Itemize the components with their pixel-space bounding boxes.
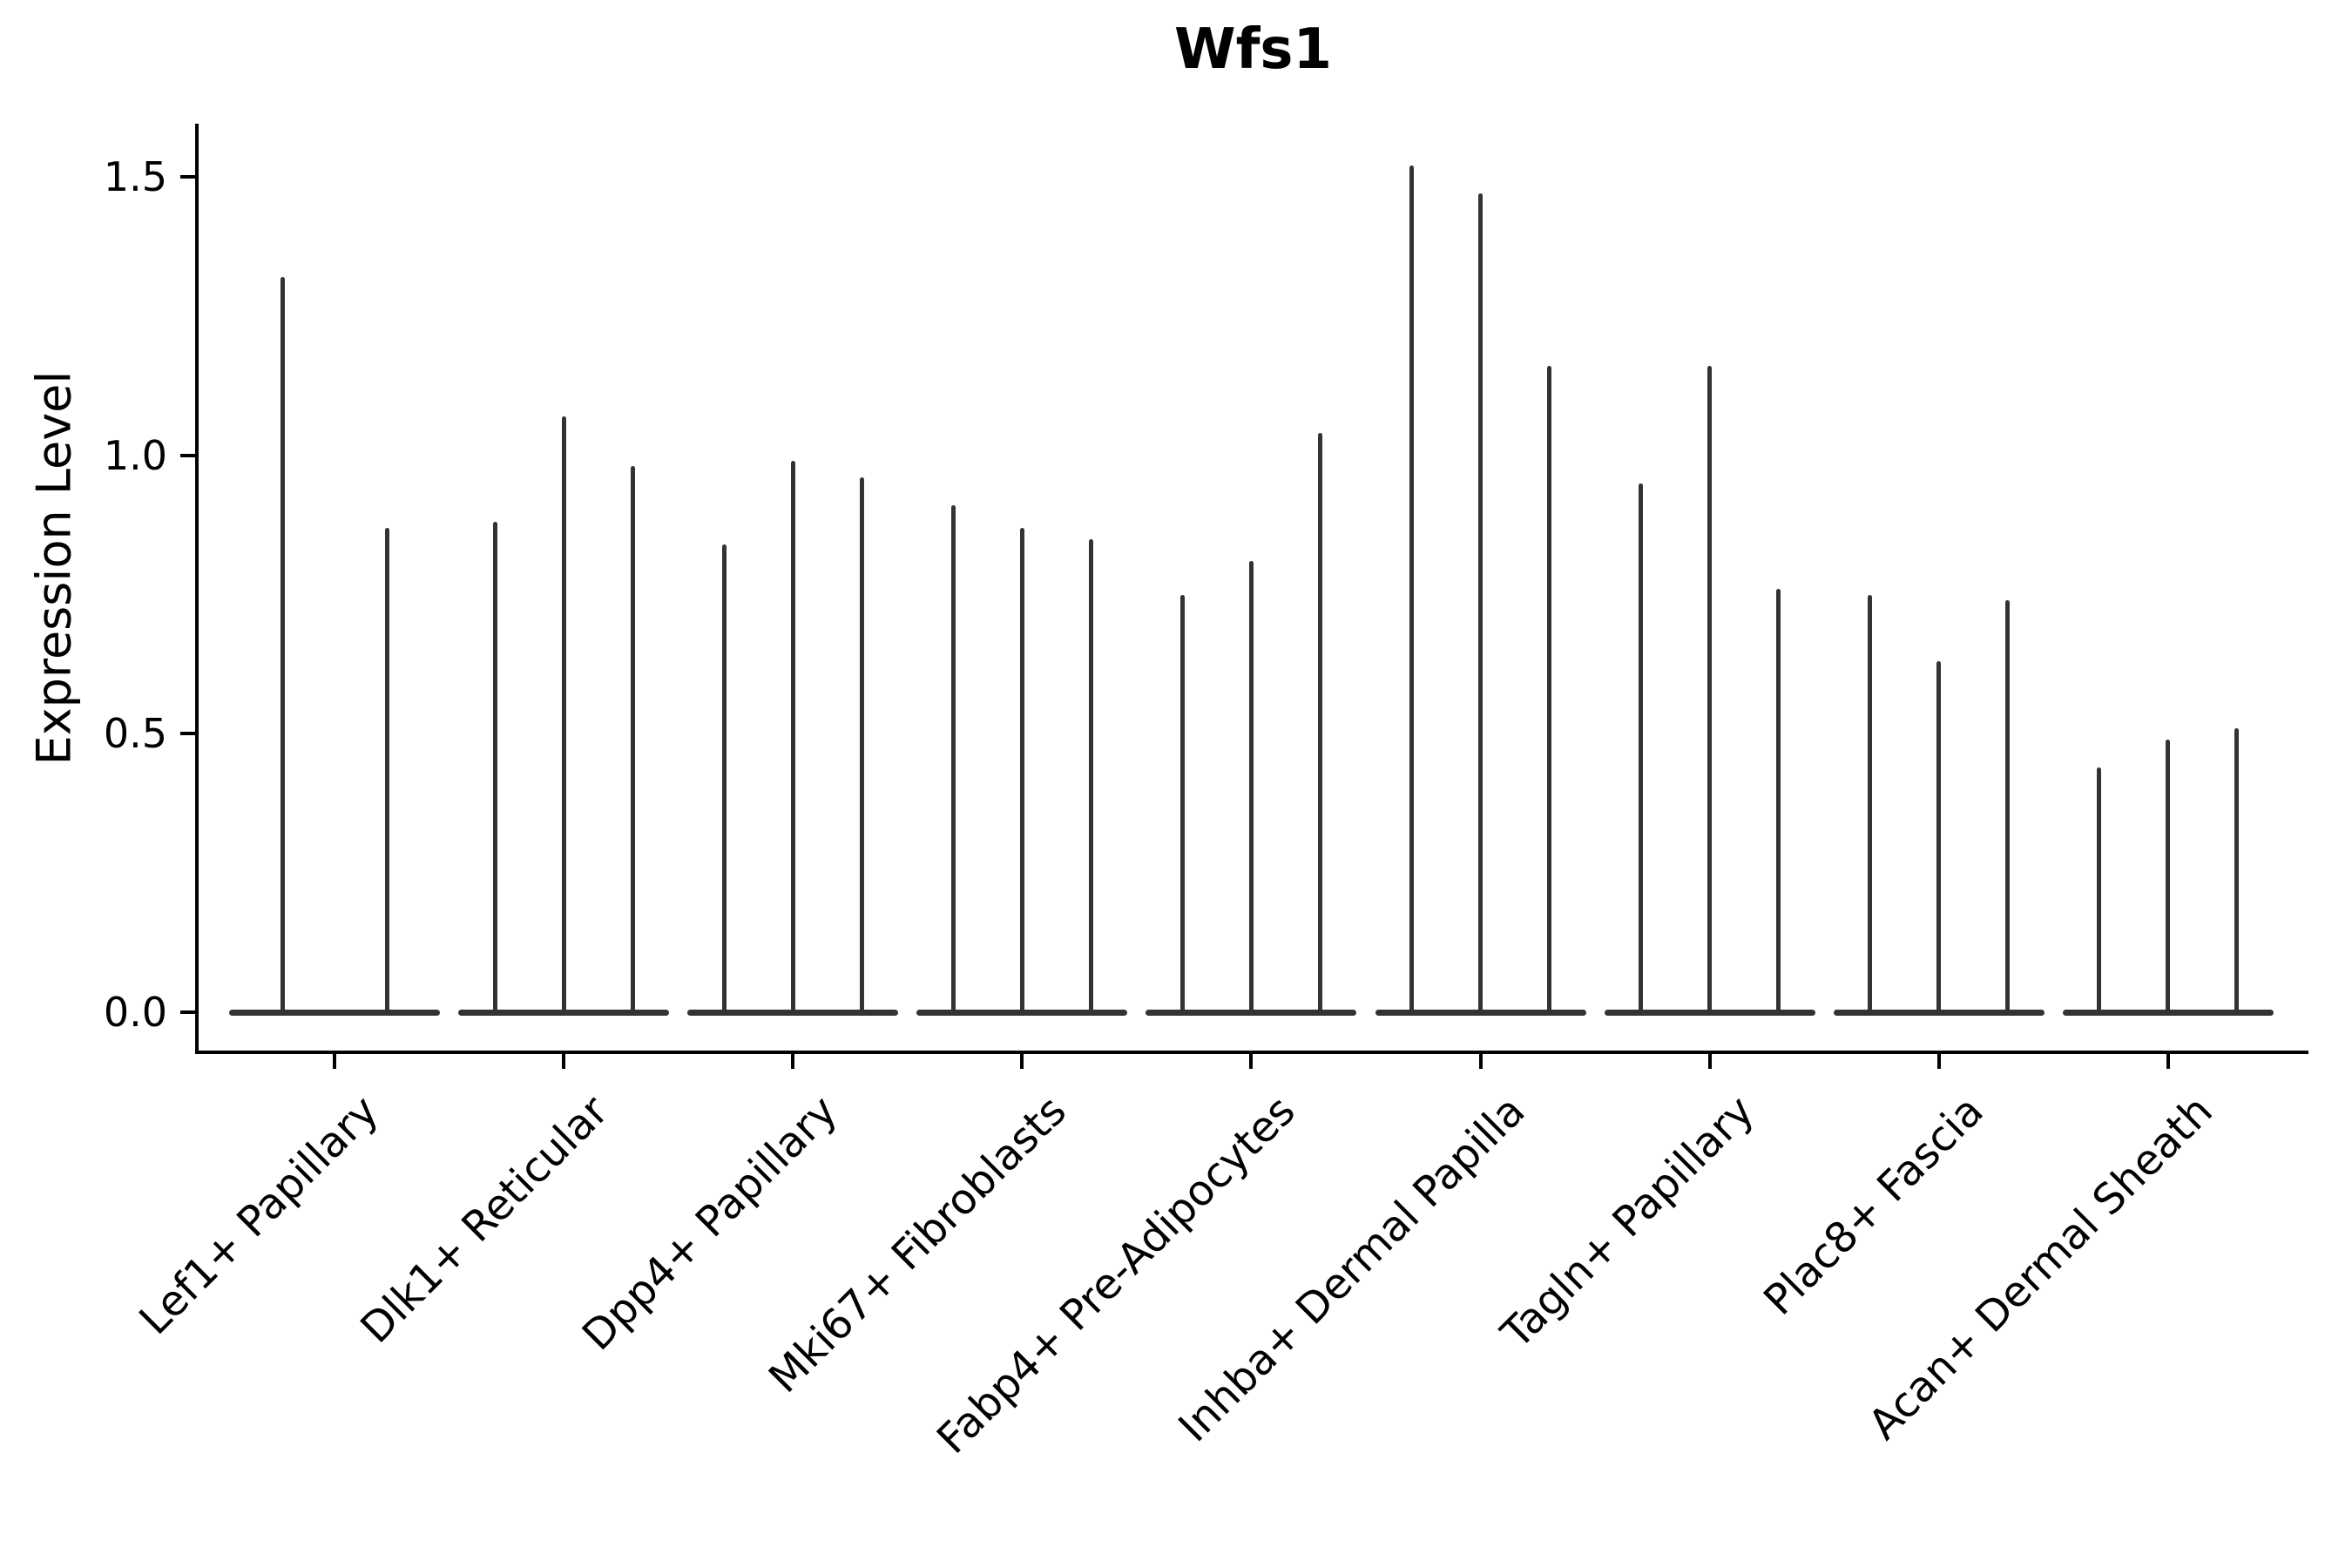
violin (859, 477, 864, 1014)
x-tick-mark (562, 1054, 566, 1069)
violin (280, 277, 285, 1014)
y-tick-label: 1.5 (103, 153, 167, 201)
x-tick-mark (791, 1054, 795, 1069)
y-tick-mark (180, 175, 195, 179)
violin (1088, 538, 1093, 1014)
violin (1409, 166, 1414, 1014)
violin (492, 522, 497, 1014)
x-tick-mark (333, 1054, 336, 1069)
violin (1776, 589, 1781, 1014)
violin (384, 527, 389, 1014)
violin (1707, 366, 1713, 1014)
x-tick-label: Dpp4+ Papillary (572, 1086, 847, 1361)
violin (1478, 193, 1483, 1014)
y-axis-label: Expression Level (26, 370, 82, 766)
violin (1179, 594, 1185, 1014)
violin (1868, 594, 1873, 1014)
x-tick-mark (1249, 1054, 1254, 1069)
x-tick-label: Plac8+ Fascia (1754, 1086, 1993, 1325)
violin (1317, 433, 1322, 1014)
y-tick-label: 1.0 (103, 431, 167, 479)
chart-title: Wfs1 (1173, 17, 1333, 82)
violin (1936, 661, 1942, 1014)
violin (2166, 739, 2171, 1014)
y-axis-spine (195, 124, 199, 1054)
violin (790, 461, 795, 1014)
y-tick-mark (180, 1010, 195, 1014)
y-tick-mark (180, 453, 195, 457)
x-tick-mark (2166, 1054, 2170, 1069)
violin (630, 466, 635, 1014)
violin (2097, 767, 2102, 1014)
x-axis-spine (195, 1051, 2308, 1054)
x-tick-mark (1020, 1054, 1024, 1069)
violin (2005, 599, 2011, 1014)
violin (721, 544, 727, 1014)
x-tick-mark (1936, 1054, 1941, 1069)
violin (561, 416, 566, 1014)
x-tick-mark (1707, 1054, 1712, 1069)
x-tick-label: Tagln+ Papillary (1491, 1086, 1764, 1358)
violin (950, 505, 956, 1014)
x-tick-label: Lef1+ Papillary (130, 1086, 389, 1345)
violin (1639, 483, 1644, 1014)
violin-base (229, 1010, 440, 1016)
y-tick-mark (180, 732, 195, 736)
y-tick-label: 0.5 (103, 710, 167, 758)
violin (1248, 561, 1254, 1014)
x-tick-mark (1478, 1054, 1483, 1069)
x-tick-label: Dlk1+ Reticular (351, 1086, 618, 1353)
violin (1019, 527, 1024, 1014)
violin (2234, 727, 2240, 1014)
violin (1547, 366, 1551, 1014)
y-tick-label: 0.0 (103, 989, 167, 1036)
